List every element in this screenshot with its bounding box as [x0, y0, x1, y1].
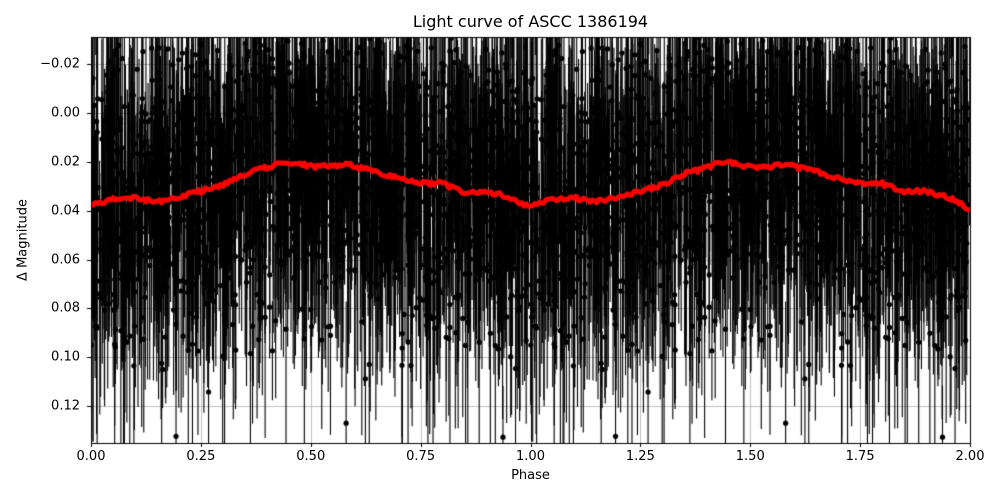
x-tick-label: 0.00 — [76, 449, 106, 464]
x-tick-label: 1.00 — [516, 449, 545, 464]
x-tick-label: 1.25 — [625, 449, 655, 464]
y-tick-label: 0.06 — [51, 252, 80, 268]
x-tick-label: 2.00 — [955, 449, 985, 464]
chart-title: Light curve of ASCC 1386194 — [412, 12, 649, 31]
y-axis-label: Δ Magnitude — [15, 199, 31, 281]
y-tick-label: 0.00 — [51, 105, 80, 121]
x-tick-label: 0.75 — [406, 449, 436, 464]
x-tick-label: 1.50 — [735, 449, 765, 464]
y-tick-label: 0.08 — [51, 300, 80, 316]
y-tick-label: 0.02 — [51, 154, 80, 170]
y-tick-label: −0.02 — [40, 56, 80, 72]
x-tick-label: 0.50 — [296, 449, 326, 464]
y-tick-label: 0.10 — [51, 349, 80, 365]
x-tick-label: 0.25 — [186, 449, 216, 464]
x-axis-label: Phase — [511, 468, 550, 483]
x-tick-label: 1.75 — [845, 449, 875, 464]
y-tick-label: 0.12 — [51, 398, 80, 414]
y-tick-label: 0.04 — [51, 203, 80, 219]
